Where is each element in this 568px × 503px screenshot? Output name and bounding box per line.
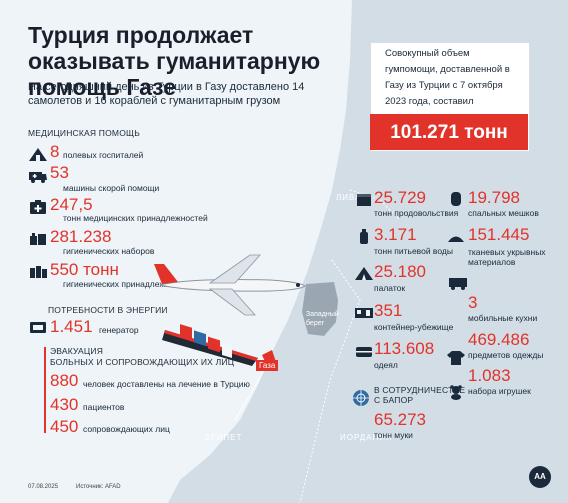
supply-right-value-1: 151.445 (468, 225, 530, 244)
unrwa-label: тонн муки (374, 430, 413, 440)
map-label-gaza: Газа (256, 360, 279, 371)
evacuation-value-0: 880 (50, 371, 79, 390)
map-label-jordan: ИОРДАНИЯ (340, 433, 393, 442)
supply-left-label-1: тонн питьевой воды (374, 246, 453, 256)
sleeping-bag-icon (451, 192, 461, 206)
supply-left-value-0: 25.729 (374, 188, 426, 207)
energy-value: 1.451 (50, 317, 93, 336)
medical-value-1: 53 (50, 163, 69, 182)
page-subtitle: На сегодняшний день из Турции в Газу дос… (28, 81, 305, 107)
supply-left-value-1: 3.171 (374, 225, 417, 244)
footer-date: 07.08.2025 (28, 484, 59, 490)
evacuation-heading-2: БОЛЬНЫХ И СОПРОВОЖДАЮЩИХ ИХ ЛИЦ (50, 357, 235, 367)
medical-value-2: 247,5 (50, 195, 93, 214)
footer-source: Источник: AFAD (76, 484, 121, 490)
supply-right-label-4: набора игрушек (468, 386, 531, 396)
cloth-cover-icon (448, 236, 464, 242)
ambulance-icon (29, 172, 47, 183)
supply-left-label-3: контейнер-убежище (374, 322, 454, 332)
medical-label-3: гигиенических наборов (63, 246, 155, 256)
aa-logo-text: AA (534, 472, 546, 481)
supply-right-label-3: предметов одежды (468, 350, 544, 360)
unrwa-heading-2: С БАПОР (374, 395, 414, 405)
mobile-kitchen-icon (449, 278, 467, 290)
energy-label: генератор (99, 325, 139, 335)
energy-heading: ПОТРЕБНОСТИ В ЭНЕРГИИ (48, 305, 168, 315)
un-emblem-icon (353, 390, 369, 406)
hygiene-supplies-icon (30, 266, 47, 278)
supply-left-label-4: одеял (374, 360, 398, 370)
map-label-egypt: ЕГИПЕТ (205, 433, 243, 442)
supply-left-value-3: 351 (374, 301, 403, 320)
evacuation-value-2: 450 (50, 417, 79, 436)
supply-right-value-3: 469.486 (468, 330, 530, 349)
evacuation-label-2: сопровождающих лиц (83, 424, 170, 434)
map-label-west-bank: Западный берег (306, 311, 339, 327)
aa-logo-icon (529, 466, 551, 488)
container-shelter-icon (355, 308, 373, 318)
page-title: Турция продолжает оказывать гуманитарную… (28, 22, 321, 100)
medical-heading: МЕДИЦИНСКАЯ ПОМОЩЬ (28, 128, 140, 138)
supply-left-label-0: тонн продовольствия (374, 208, 459, 218)
toy-bear-icon (450, 385, 462, 400)
supply-left-label-2: палаток (374, 283, 406, 293)
water-bottle-icon (360, 229, 368, 244)
evacuation-label-0: человек доставлены на лечение в Турцию (83, 379, 250, 389)
supply-right-label-0: спальных мешков (468, 208, 539, 218)
food-box-icon (357, 194, 371, 206)
hygiene-kit-icon (30, 233, 46, 245)
summary-text: Совокупный объем гумпомощи, доставленной… (385, 48, 510, 107)
medical-value-0: 8 (50, 142, 60, 161)
west-bank-area (302, 282, 338, 336)
supply-left-value-4: 113.608 (374, 339, 435, 358)
summary-total: 101.271 тонн (370, 114, 528, 150)
clothing-icon (447, 351, 465, 365)
medical-label-0: полевых госпиталей (63, 150, 144, 160)
medical-value-4: 550 тонн (50, 260, 119, 279)
cargo-ship-illustration (162, 324, 258, 366)
cargo-plane-illustration (154, 254, 306, 316)
field-hospital-tent-icon (29, 148, 47, 161)
supply-left-value-2: 25.180 (374, 262, 426, 281)
coast-line (234, 359, 271, 421)
evacuation-heading-1: ЭВАКУАЦИЯ (50, 346, 104, 356)
supply-right-value-2: 3 (468, 293, 478, 312)
tent-icon (355, 267, 373, 280)
medical-supplies-icon (30, 200, 46, 214)
supply-right-label-1: тканевых укрывных материалов (468, 247, 546, 267)
generator-icon (30, 322, 46, 333)
evacuation-rule (44, 347, 46, 433)
medical-label-1: машины скорой помощи (63, 183, 160, 193)
supply-right-value-0: 19.798 (468, 188, 520, 207)
medical-value-3: 281.238 (50, 227, 112, 246)
evacuation-value-1: 430 (50, 395, 79, 414)
supply-right-label-2: мобильные кухни (468, 313, 538, 323)
map-label-lebanon: ЛИВАН (336, 193, 369, 202)
medical-label-4: гигиенических принадлежностей (63, 279, 193, 289)
medical-label-2: тонн медицинских принадлежностей (63, 213, 208, 223)
blanket-icon (356, 347, 372, 357)
unrwa-heading-1: В СОТРУДНИЧЕСТВЕ (374, 385, 466, 395)
supply-right-value-4: 1.083 (468, 366, 511, 385)
evacuation-label-1: пациентов (83, 402, 125, 412)
unrwa-value: 65.273 (374, 410, 426, 429)
border-line (299, 189, 401, 503)
